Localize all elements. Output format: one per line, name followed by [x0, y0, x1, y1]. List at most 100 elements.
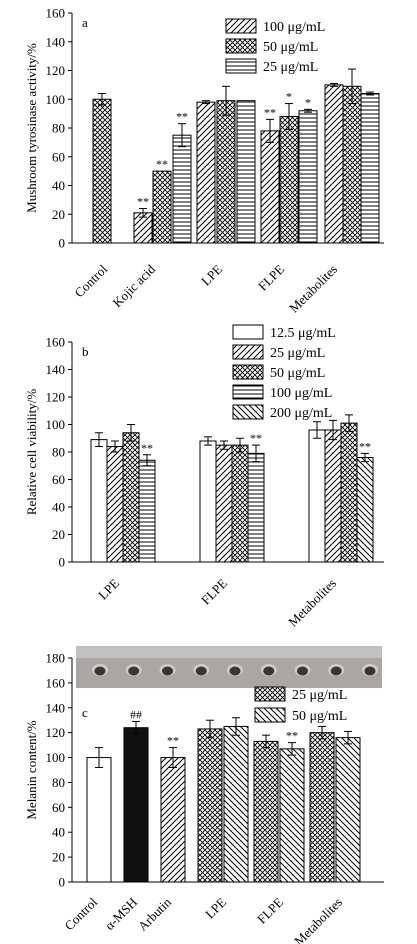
y-tick-label: 80	[52, 445, 65, 460]
y-tick-label: 80	[52, 775, 65, 790]
bar	[199, 440, 217, 563]
bar	[197, 728, 223, 883]
x-tick-label: α-MSH	[102, 895, 140, 933]
significance-mark: *	[305, 95, 311, 109]
y-tick-label: 100	[46, 92, 66, 107]
legend-swatch	[225, 38, 257, 54]
bar	[308, 429, 326, 563]
melanin-pellet	[195, 666, 207, 676]
bar	[340, 422, 358, 563]
bar	[152, 170, 172, 244]
x-tick-label: LPE	[95, 575, 122, 602]
bar	[309, 732, 335, 883]
legend-label: 50 μg/mL	[292, 709, 347, 724]
significance-mark: **	[167, 734, 179, 748]
y-tick-label: 100	[46, 750, 66, 765]
y-tick-label: 120	[46, 390, 66, 405]
legend: 100 μg/mL 50 μg/mL 25 μg/mL	[225, 18, 325, 75]
x-tick-label: FLPE	[255, 261, 287, 293]
bar	[335, 737, 361, 883]
bar	[196, 101, 216, 244]
y-tick-label: 160	[46, 6, 66, 21]
melanin-pellet	[128, 666, 140, 676]
legend-swatch	[254, 686, 286, 702]
melanin-pellet	[263, 666, 275, 676]
legend-swatch	[225, 58, 257, 74]
bar	[138, 459, 156, 563]
significance-mark: **	[176, 110, 188, 124]
legend-label: 100 μg/mL	[270, 386, 332, 401]
legend-swatch	[254, 707, 286, 723]
panel-letter: c	[82, 705, 88, 720]
x-tick-label: Metabolites	[285, 576, 339, 630]
melanin-pellet	[162, 666, 173, 676]
bar	[360, 93, 380, 244]
y-tick-label: 140	[46, 700, 66, 715]
x-tick-label: Kojic acid	[109, 261, 158, 310]
x-tick-label: LPE	[202, 894, 229, 921]
x-tick-label: Metabolites	[286, 262, 340, 316]
x-tick-label: LPE	[198, 261, 225, 288]
bar	[123, 727, 149, 883]
photo-upper-band	[76, 646, 382, 658]
significance-mark: **	[156, 157, 168, 171]
legend-label: 25 μg/mL	[263, 60, 318, 75]
y-tick-label: 60	[52, 472, 65, 487]
y-tick-label: 20	[52, 850, 65, 865]
bar	[356, 457, 374, 563]
bar	[90, 439, 108, 563]
significance-mark: **	[137, 195, 149, 209]
bar	[216, 100, 236, 244]
bar	[122, 432, 140, 563]
bar	[223, 725, 249, 883]
legend-label: 12.5 μg/mL	[270, 326, 336, 341]
significance-mark: **	[286, 729, 298, 743]
significance-mark: **	[250, 431, 262, 445]
bar	[106, 446, 124, 563]
legend: 12.5 μg/mL 25 μg/mL 50 μg/mL 100 μg/mL 200 μ…	[232, 324, 336, 421]
chart-panel-c: 0 20 40 60 80 100 120 140 160 180 Melanin content/…	[24, 646, 384, 944]
bar	[172, 134, 192, 244]
bar	[324, 429, 342, 563]
legend-swatch	[232, 344, 264, 360]
bar	[236, 100, 256, 244]
melanin-pellet	[229, 666, 241, 676]
y-tick-label: 20	[52, 527, 65, 542]
bar	[231, 444, 249, 563]
y-tick-label: 0	[59, 236, 66, 251]
legend-label: 25 μg/mL	[292, 688, 347, 703]
x-tick-label: FLPE	[254, 894, 286, 926]
bar	[92, 98, 112, 244]
y-axis-title: Melanin content/%	[24, 720, 39, 819]
y-tick-label: 60	[52, 149, 65, 164]
legend-label: 100 μg/mL	[263, 20, 325, 35]
legend-swatch	[232, 364, 264, 380]
legend-swatch	[225, 18, 257, 34]
bar	[260, 130, 280, 244]
legend-label: 50 μg/mL	[263, 40, 318, 55]
y-tick-label: 80	[52, 121, 65, 136]
legend-label: 200 μg/mL	[270, 406, 332, 421]
melanin-pellet	[94, 666, 106, 676]
bar	[160, 757, 186, 883]
bar	[298, 110, 318, 244]
legend-swatch	[232, 324, 264, 340]
panel-letter: a	[82, 15, 88, 30]
significance-mark: **	[264, 105, 276, 119]
panel-letter: b	[82, 344, 89, 359]
melanin-pellet	[297, 666, 308, 676]
y-tick-label: 40	[52, 825, 65, 840]
y-tick-label: 40	[52, 178, 65, 193]
y-tick-label: 180	[46, 651, 66, 666]
legend-label: 25 μg/mL	[270, 346, 325, 361]
legend: 25 μg/mL 50 μg/mL	[254, 686, 347, 724]
y-tick-label: 140	[46, 362, 66, 377]
chart-panel-a: 0 20 40 60 80 100 120 140 160 Mushroom tyrosinase…	[24, 6, 384, 316]
x-tick-label: Control	[61, 894, 100, 933]
bar	[247, 452, 265, 563]
x-tick-label: Metabolites	[291, 895, 345, 944]
significance-mark: ##	[130, 707, 142, 721]
significance-mark: **	[141, 441, 153, 455]
legend-swatch	[232, 404, 264, 420]
